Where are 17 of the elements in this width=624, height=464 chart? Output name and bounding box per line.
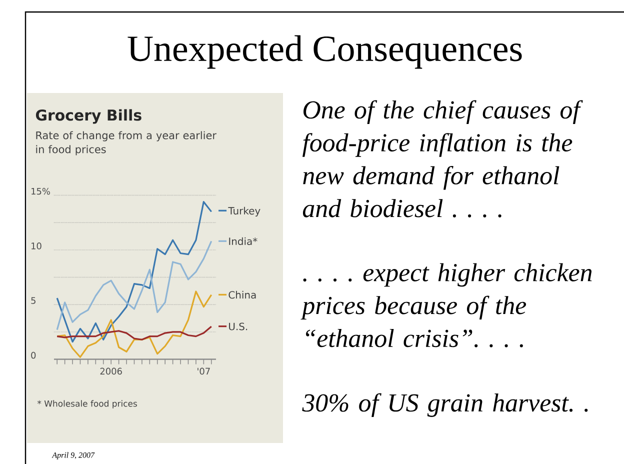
legend-label: Turkey bbox=[228, 206, 260, 217]
text: 30% of US grain harvest. . bbox=[302, 393, 588, 417]
text: . . . . expect higher chicken prices because of the “ethanol crisis”. . . . bbox=[300, 263, 592, 348]
y-tick-label: 10 bbox=[32, 242, 42, 250]
y-tick-label: 5 bbox=[31, 297, 36, 304]
text: Unexpected Consequences bbox=[128, 35, 522, 69]
y-tick-label: 15% bbox=[32, 188, 50, 195]
chart-title: Grocery Bills bbox=[36, 109, 142, 124]
chart-subtitle: Rate of change from a year earlier in food prices bbox=[36, 131, 216, 156]
legend-label: China bbox=[228, 290, 256, 299]
y-tick-label: 0 bbox=[31, 352, 36, 359]
x-tick-label: '07 bbox=[198, 368, 210, 375]
text: One of the chief causes of food-price inflation is the new demand for ethanol and biodiesel . . . . bbox=[302, 100, 583, 218]
legend-label: U.S. bbox=[229, 322, 248, 330]
legend-label: India* bbox=[229, 237, 258, 246]
x-tick-label: 2006 bbox=[100, 368, 122, 375]
text: * Wholesale food prices bbox=[37, 400, 137, 408]
